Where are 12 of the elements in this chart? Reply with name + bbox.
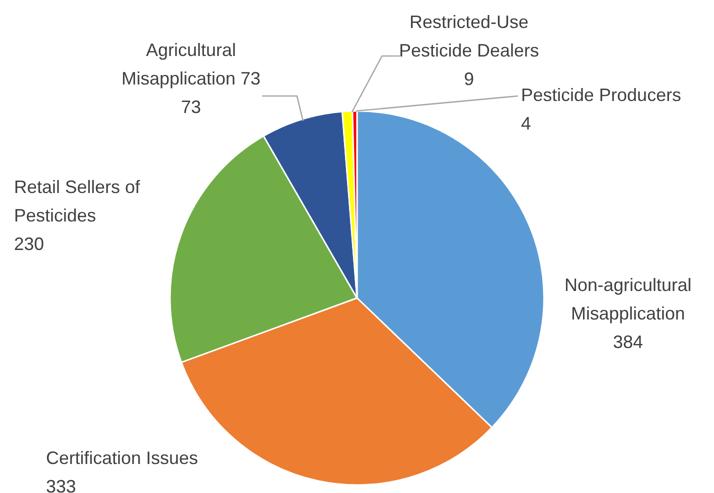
slice-label: Non-agricultural Misapplication (564, 275, 692, 324)
slice-label: Certification Issues (46, 448, 198, 468)
slice-label: Pesticide Producers (521, 85, 682, 105)
slice-label: Restricted-Use Pesticide Dealers (398, 12, 540, 60)
data-label: 333 (46, 476, 76, 493)
data-label: 9 (464, 69, 474, 89)
data-label: 4 (521, 114, 532, 134)
data-label: 230 (14, 234, 44, 254)
slice-label: Agricultural Misapplication 73 (121, 40, 261, 88)
slice-label: Retail Sellers of Pesticides (14, 177, 142, 226)
data-label: 384 (612, 332, 644, 352)
data-label: 73 (180, 97, 202, 117)
